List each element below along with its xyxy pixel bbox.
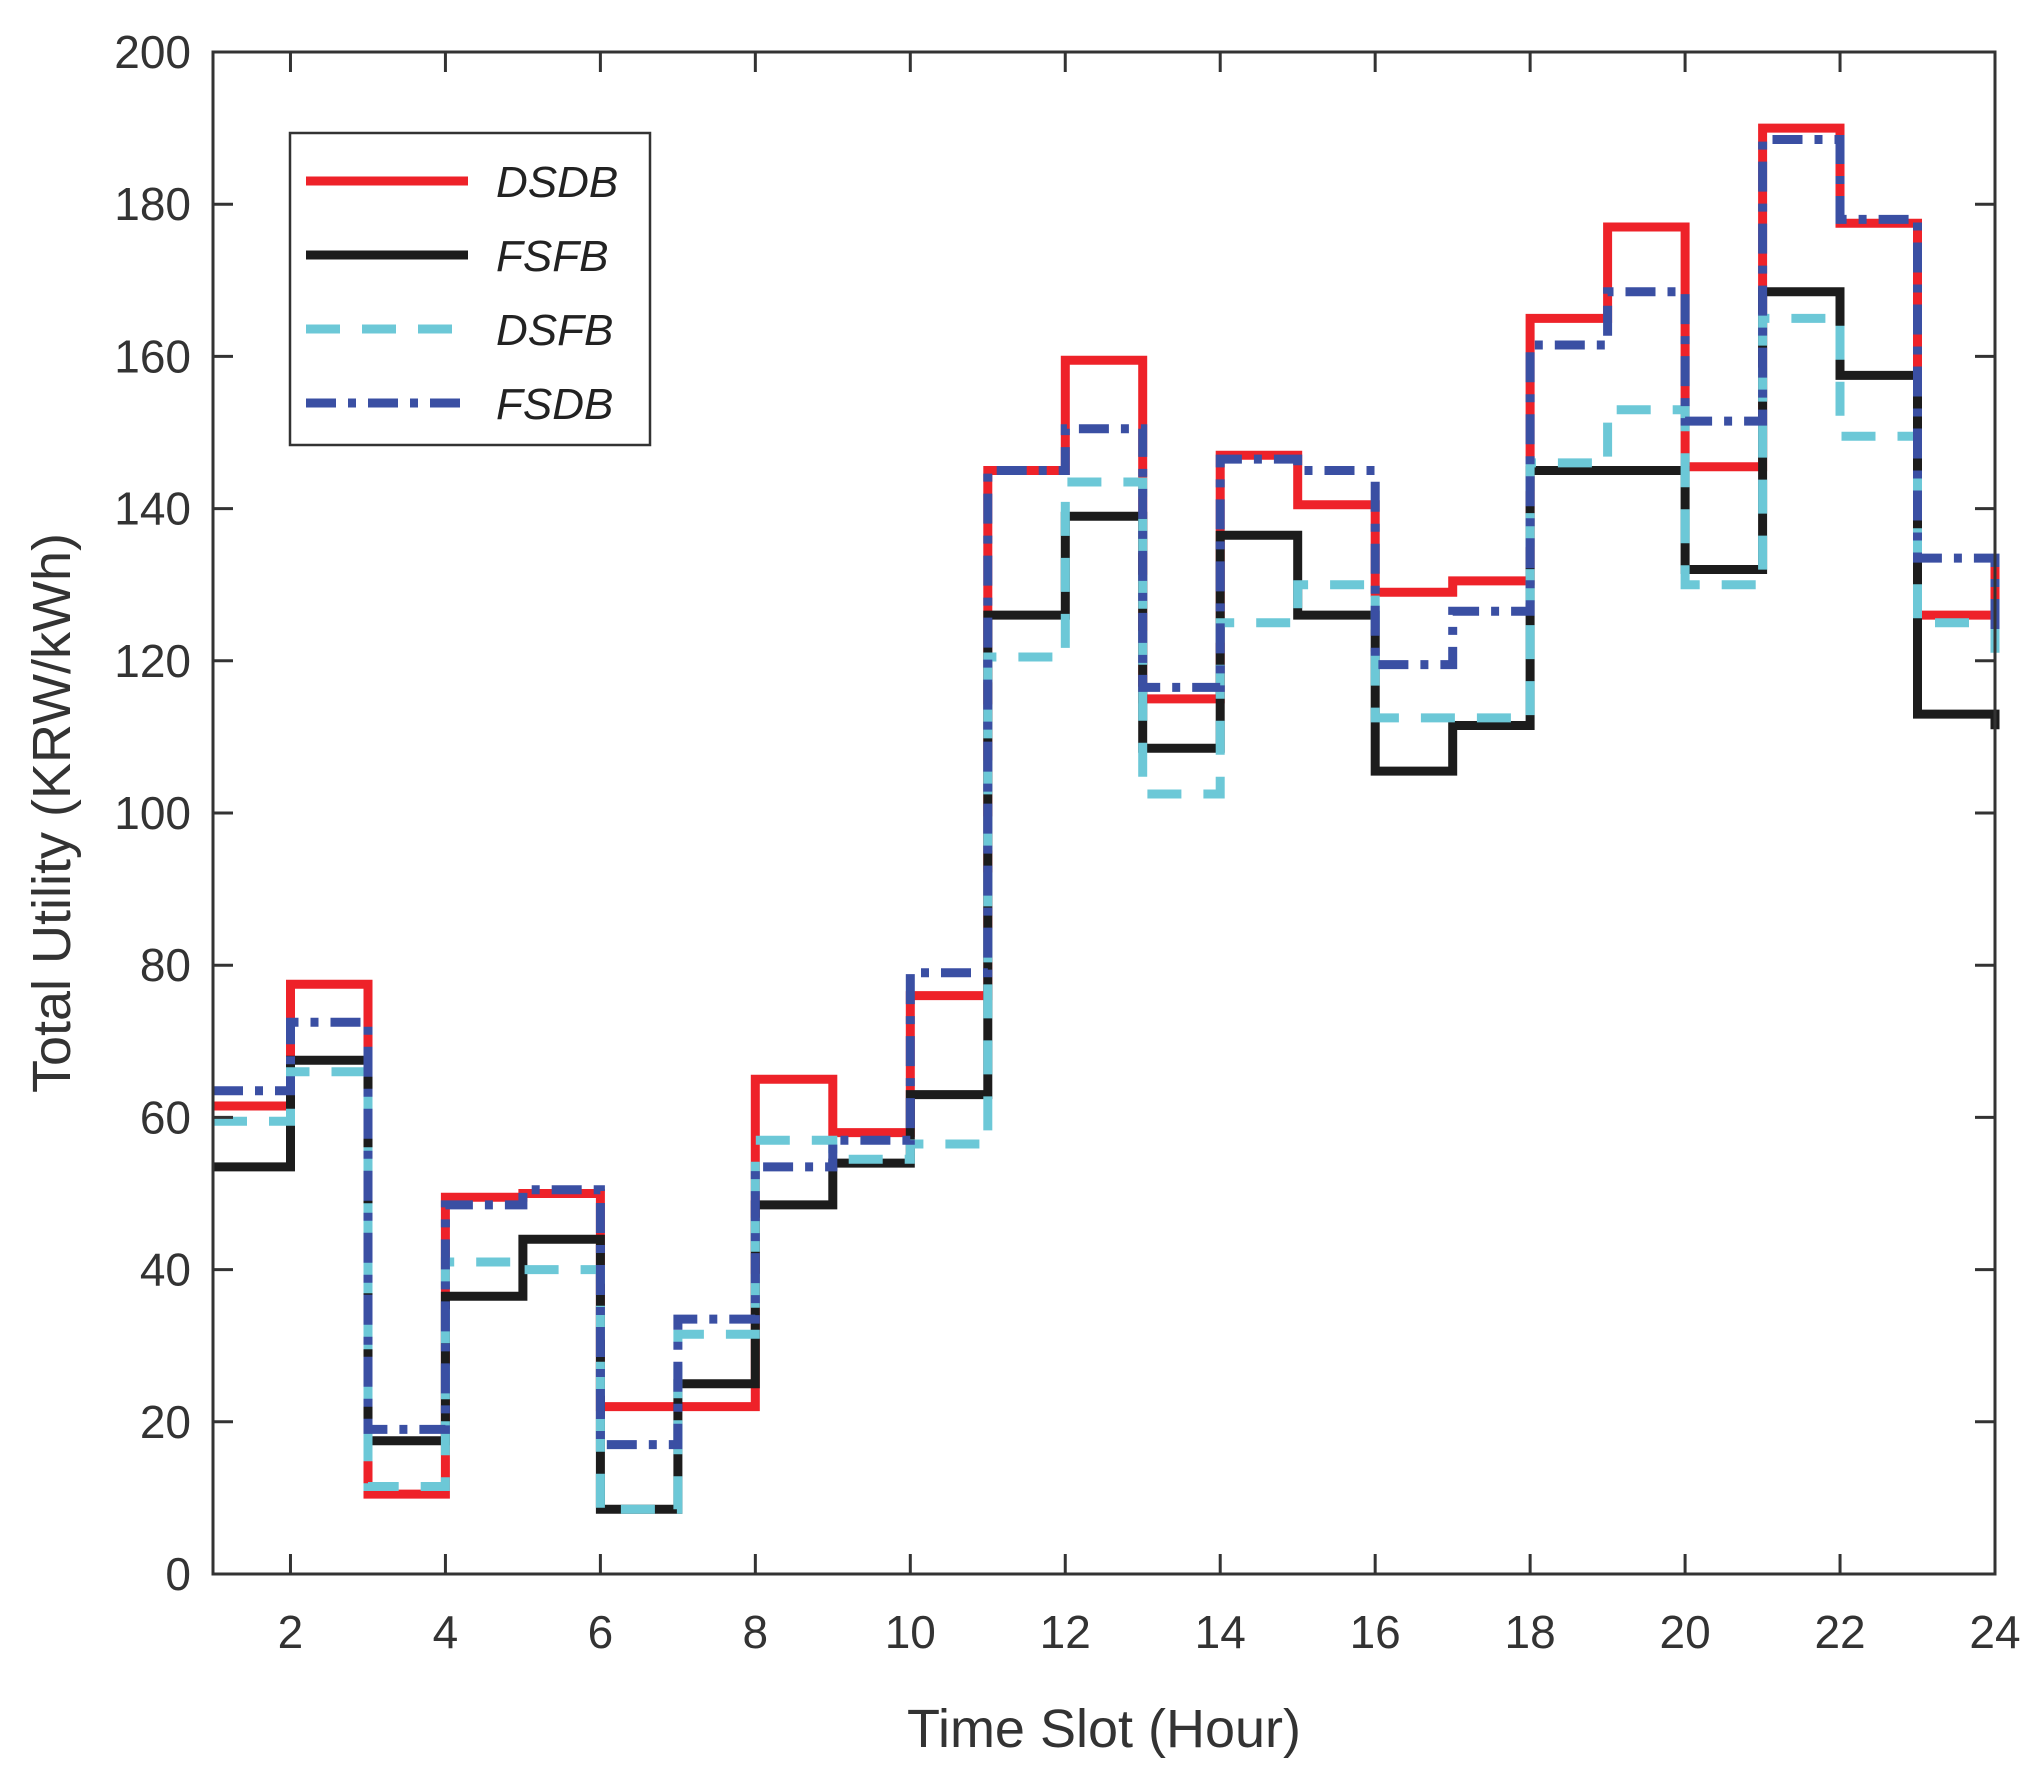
x-tick-label: 20 bbox=[1660, 1606, 1711, 1658]
y-tick-label: 0 bbox=[165, 1548, 191, 1600]
y-tick-label: 200 bbox=[114, 26, 191, 78]
x-tick-label: 24 bbox=[1969, 1606, 2020, 1658]
legend: DSDB FSFB DSFB FSDB bbox=[288, 131, 652, 447]
series-layer bbox=[213, 123, 2000, 1514]
series-line-fsdb bbox=[213, 135, 2000, 1450]
legend-label-dsfb: DSFB bbox=[496, 306, 613, 355]
x-tick-label: 12 bbox=[1040, 1606, 1091, 1658]
y-tick-label: 20 bbox=[140, 1396, 191, 1448]
legend-label-dsdb: DSDB bbox=[496, 158, 618, 207]
x-tick-label: 4 bbox=[433, 1606, 459, 1658]
y-tick-label: 140 bbox=[114, 483, 191, 535]
axes-layer: 2 4 6 8 10 12 14 16 18 20 22 2402040608010012014016… bbox=[114, 26, 2020, 1658]
series-line-fsfb bbox=[213, 287, 2000, 1514]
y-tick-label: 120 bbox=[114, 635, 191, 687]
x-tick-label: 10 bbox=[885, 1606, 936, 1658]
x-tick-label: 22 bbox=[1814, 1606, 1865, 1658]
x-tick-label: 18 bbox=[1505, 1606, 1556, 1658]
y-tick-label: 60 bbox=[140, 1091, 191, 1143]
x-tick-label: 14 bbox=[1195, 1606, 1246, 1658]
x-tick-label: 6 bbox=[588, 1606, 614, 1658]
legend-label-fsfb: FSFB bbox=[496, 232, 608, 281]
y-tick-label: 100 bbox=[114, 787, 191, 839]
series-line-dsfb bbox=[213, 313, 2000, 1514]
x-tick-label: 16 bbox=[1350, 1606, 1401, 1658]
x-tick-label: 2 bbox=[278, 1606, 304, 1658]
y-tick-label: 40 bbox=[140, 1244, 191, 1296]
y-tick-label: 80 bbox=[140, 939, 191, 991]
y-axis-title: Total Utility (KRW/kWh) bbox=[22, 533, 82, 1093]
x-axis-title: Time Slot (Hour) bbox=[907, 1699, 1301, 1759]
x-tick-label: 8 bbox=[743, 1606, 769, 1658]
y-tick-label: 180 bbox=[114, 178, 191, 230]
y-tick-label: 160 bbox=[114, 330, 191, 382]
legend-label-fsdb: FSDB bbox=[496, 380, 613, 429]
